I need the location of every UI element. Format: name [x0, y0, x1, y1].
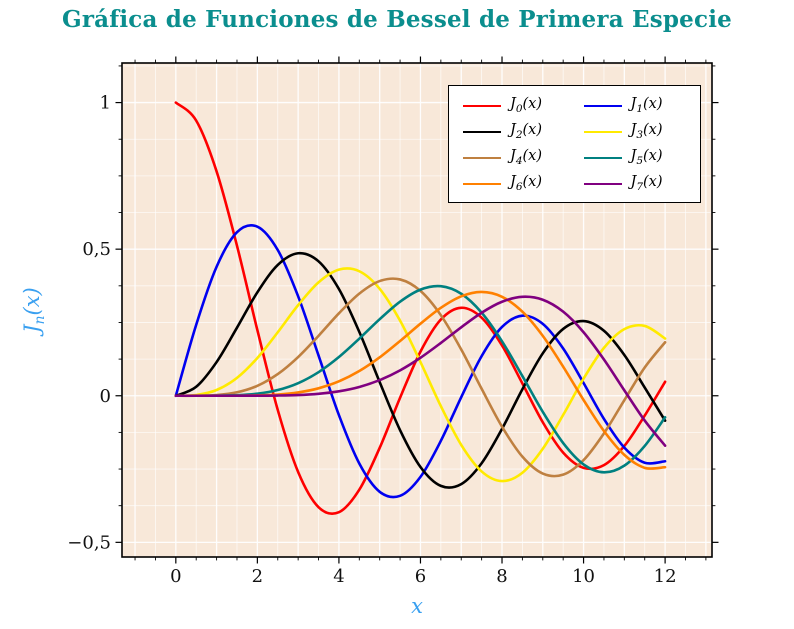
legend-line-sample	[463, 130, 501, 133]
y-tick-label: 0	[100, 386, 111, 407]
legend-label: J2(x)	[510, 122, 543, 141]
legend-label: J6(x)	[510, 174, 543, 193]
curve-J3	[174, 267, 667, 483]
x-tick-label: 4	[333, 566, 344, 587]
legend-label: J7(x)	[630, 174, 663, 193]
x-tick-label: 0	[170, 566, 181, 587]
y-axis-label: Jn(x)	[20, 250, 48, 370]
legend-item-J2: J2(x)	[463, 121, 566, 142]
y-tick-label: −0,5	[67, 532, 111, 553]
x-tick-label: 2	[252, 566, 263, 587]
curve-J7	[174, 295, 667, 447]
legend-line-sample	[463, 156, 501, 159]
legend-item-J7: J7(x)	[583, 173, 687, 194]
legend-item-J6: J6(x)	[463, 173, 566, 194]
legend-label: J4(x)	[510, 148, 543, 167]
legend-item-J0: J0(x)	[463, 95, 566, 116]
curve-J2	[174, 251, 667, 489]
y-tick-label: 1	[100, 93, 111, 114]
x-axis-label: x	[411, 594, 423, 618]
legend-line-sample	[583, 130, 622, 133]
y-axis-label-rest: (x)	[19, 287, 44, 316]
legend-item-J1: J1(x)	[583, 95, 687, 116]
legend-label: J0(x)	[510, 96, 543, 115]
legend: J0(x) J1(x) J2(x) J3(x) J4(x) J5(x) J6(x) J7(x)	[448, 85, 701, 203]
series-curves	[174, 101, 667, 515]
y-axis-label-sub: n	[32, 315, 49, 325]
curve-J5	[174, 284, 667, 474]
tick-labels: 0 2 4 6 8 10 12 1 0,5 0 −0,5	[67, 93, 676, 587]
legend-line-sample	[583, 156, 622, 159]
axis-ticks	[115, 56, 719, 564]
legend-label: J5(x)	[630, 148, 663, 167]
y-axis-label-base: J	[19, 324, 44, 333]
legend-label: J1(x)	[630, 96, 663, 115]
legend-line-sample	[463, 182, 501, 185]
legend-line-sample	[583, 182, 622, 185]
x-tick-label: 12	[654, 566, 677, 587]
y-tick-label: 0,5	[82, 239, 111, 260]
x-tick-label: 6	[415, 566, 426, 587]
x-tick-label: 8	[496, 566, 507, 587]
chart-title: Gráfica de Funciones de Bessel de Primer…	[61, 6, 732, 33]
legend-item-J5: J5(x)	[583, 147, 687, 168]
legend-line-sample	[583, 104, 622, 107]
legend-item-J3: J3(x)	[583, 121, 687, 142]
legend-line-sample	[463, 104, 501, 107]
legend-item-J4: J4(x)	[463, 147, 566, 168]
curve-J1	[174, 224, 667, 499]
x-tick-label: 10	[572, 566, 595, 587]
legend-label: J3(x)	[630, 122, 663, 141]
plot-frame	[121, 62, 713, 558]
